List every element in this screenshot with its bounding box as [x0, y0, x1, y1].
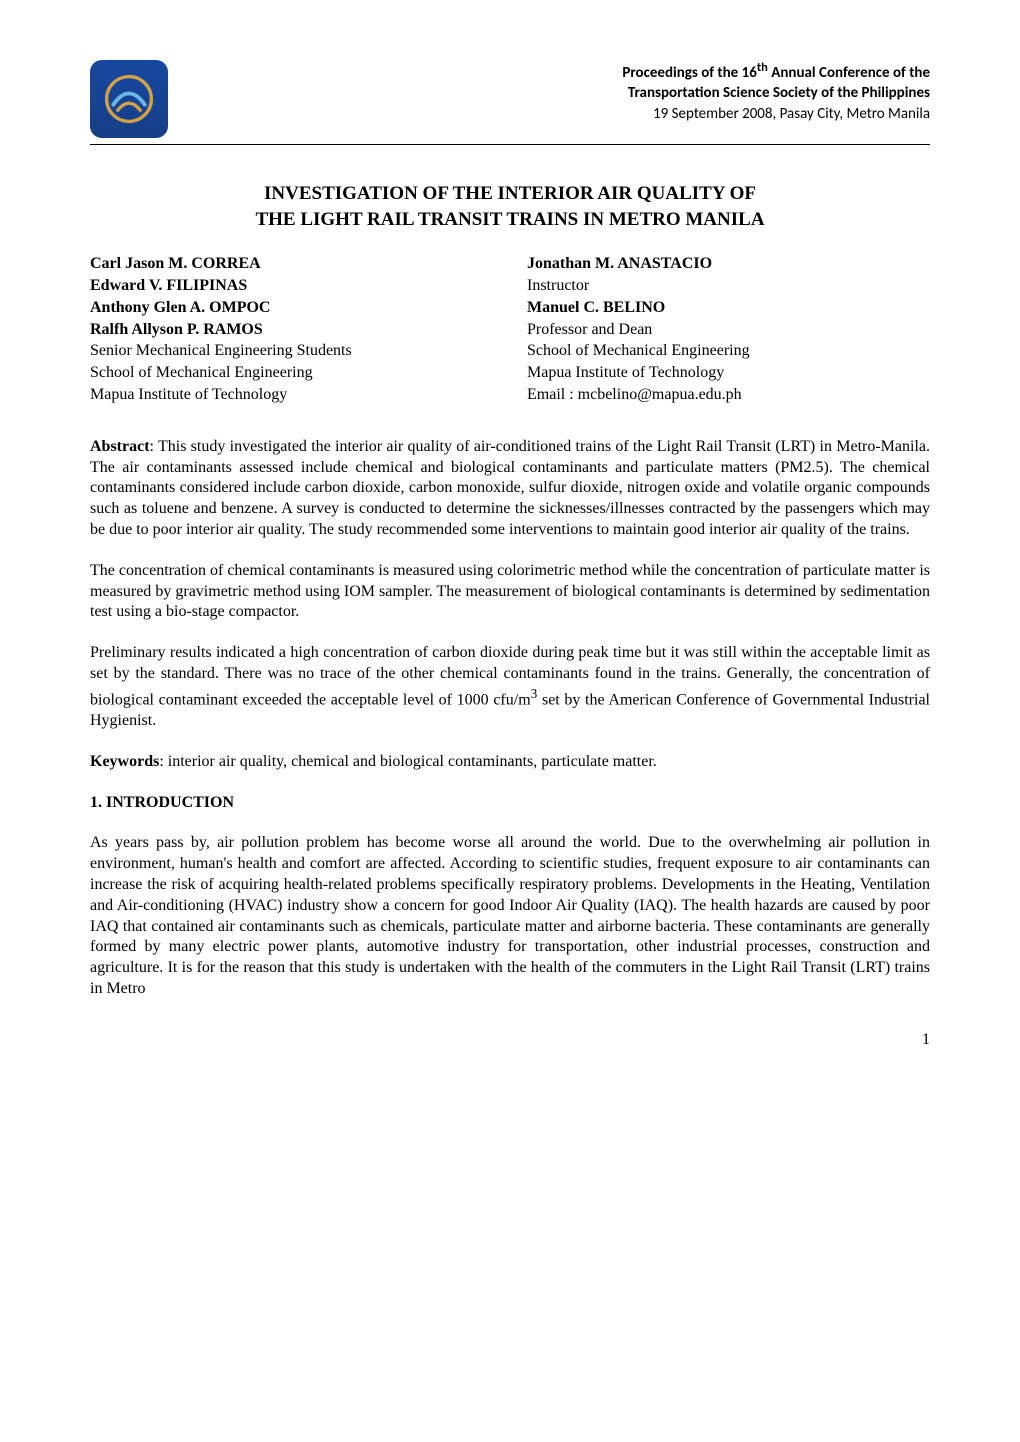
abstract-p2: The concentration of chemical contaminan… — [90, 561, 930, 623]
keywords-label: Keywords — [90, 753, 159, 770]
tssp-logo-icon — [101, 71, 157, 127]
author-line: Mapua Institute of Technology — [90, 385, 493, 406]
tssp-logo — [90, 60, 168, 138]
header-text-block: Proceedings of the 16th Annual Conferenc… — [194, 60, 930, 124]
page-header: Proceedings of the 16th Annual Conferenc… — [90, 60, 930, 145]
authors-block: Carl Jason M. CORREAEdward V. FILIPINASA… — [90, 254, 930, 407]
header-line-3: 19 September 2008, Pasay City, Metro Man… — [194, 104, 930, 124]
section-1-p1: As years pass by, air pollution problem … — [90, 833, 930, 999]
author-line: Anthony Glen A. OMPOC — [90, 298, 493, 319]
header-line1-sup: th — [757, 60, 768, 75]
page-number: 1 — [90, 1030, 930, 1051]
author-line: Senior Mechanical Engineering Students — [90, 341, 493, 362]
authors-right-col: Jonathan M. ANASTACIOInstructorManuel C.… — [527, 254, 930, 407]
author-line: Manuel C. BELINO — [527, 298, 930, 319]
author-line: Ralfh Allyson P. RAMOS — [90, 320, 493, 341]
title-line-1: INVESTIGATION OF THE INTERIOR AIR QUALIT… — [90, 181, 930, 207]
author-line: Edward V. FILIPINAS — [90, 276, 493, 297]
header-line1-b: Annual Conference of the — [768, 64, 930, 82]
author-line: Mapua Institute of Technology — [527, 363, 930, 384]
section-1-heading: 1. INTRODUCTION — [90, 793, 930, 814]
author-line: School of Mechanical Engineering — [90, 363, 493, 384]
header-line-2: Transportation Science Society of the Ph… — [194, 83, 930, 103]
author-line: Email : mcbelino@mapua.edu.ph — [527, 385, 930, 406]
keywords-text: : interior air quality, chemical and bio… — [159, 753, 656, 770]
author-line: Professor and Dean — [527, 320, 930, 341]
authors-left-col: Carl Jason M. CORREAEdward V. FILIPINASA… — [90, 254, 493, 407]
abstract-p1: Abstract: This study investigated the in… — [90, 437, 930, 541]
keywords-line: Keywords: interior air quality, chemical… — [90, 752, 930, 773]
title-line-2: THE LIGHT RAIL TRANSIT TRAINS IN METRO M… — [90, 207, 930, 233]
author-line: School of Mechanical Engineering — [527, 341, 930, 362]
header-line-1: Proceedings of the 16th Annual Conferenc… — [194, 60, 930, 83]
author-line: Carl Jason M. CORREA — [90, 254, 493, 275]
abstract-p1-text: : This study investigated the interior a… — [90, 438, 930, 538]
author-line: Jonathan M. ANASTACIO — [527, 254, 930, 275]
abstract-label: Abstract — [90, 438, 150, 455]
header-line1-a: Proceedings of the 16 — [622, 64, 756, 82]
author-line: Instructor — [527, 276, 930, 297]
abstract-p3: Preliminary results indicated a high con… — [90, 643, 930, 732]
paper-title: INVESTIGATION OF THE INTERIOR AIR QUALIT… — [90, 181, 930, 232]
